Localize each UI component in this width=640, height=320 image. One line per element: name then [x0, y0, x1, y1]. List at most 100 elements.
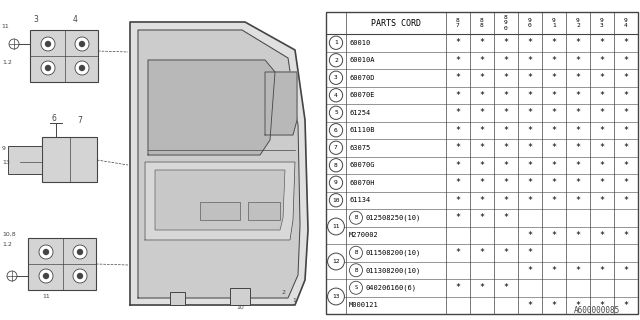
- Text: *: *: [623, 143, 628, 152]
- Text: *: *: [575, 73, 580, 82]
- Text: *: *: [552, 301, 557, 310]
- Text: 8: 8: [334, 163, 338, 168]
- Text: 9: 9: [334, 180, 338, 185]
- Text: *: *: [504, 213, 509, 222]
- Text: *: *: [600, 301, 605, 310]
- Circle shape: [41, 37, 55, 51]
- Text: 8
8: 8 8: [480, 18, 484, 28]
- Text: *: *: [504, 73, 509, 82]
- Text: *: *: [456, 108, 461, 117]
- Text: 9: 9: [2, 146, 6, 151]
- Circle shape: [349, 246, 362, 259]
- Text: *: *: [456, 213, 461, 222]
- Text: 1.2: 1.2: [2, 60, 12, 65]
- Text: 61134: 61134: [349, 197, 371, 203]
- Text: *: *: [600, 266, 605, 275]
- Circle shape: [328, 288, 344, 305]
- Text: *: *: [600, 231, 605, 240]
- Text: *: *: [456, 91, 461, 100]
- Circle shape: [330, 194, 342, 207]
- Text: 11: 11: [1, 24, 9, 29]
- Circle shape: [79, 41, 85, 47]
- Text: 3: 3: [334, 75, 338, 80]
- Text: 60070G: 60070G: [349, 162, 374, 168]
- Text: *: *: [527, 231, 532, 240]
- Text: *: *: [552, 91, 557, 100]
- Text: *: *: [504, 161, 509, 170]
- FancyBboxPatch shape: [30, 30, 98, 82]
- Text: *: *: [479, 178, 484, 187]
- Text: *: *: [600, 91, 605, 100]
- Text: 63075: 63075: [349, 145, 371, 151]
- Text: *: *: [456, 283, 461, 292]
- Text: S: S: [355, 285, 358, 290]
- Circle shape: [330, 36, 342, 49]
- Polygon shape: [248, 202, 280, 220]
- Text: 9
1: 9 1: [552, 18, 556, 28]
- FancyBboxPatch shape: [28, 238, 96, 290]
- Circle shape: [7, 271, 17, 281]
- Polygon shape: [200, 202, 240, 220]
- Text: *: *: [456, 38, 461, 47]
- Polygon shape: [170, 292, 185, 305]
- Text: *: *: [575, 178, 580, 187]
- Text: *: *: [504, 126, 509, 135]
- Text: *: *: [479, 248, 484, 257]
- Text: 60070D: 60070D: [349, 75, 374, 81]
- Text: 8
7: 8 7: [456, 18, 460, 28]
- Text: *: *: [623, 126, 628, 135]
- Text: *: *: [552, 108, 557, 117]
- Text: 12: 12: [332, 259, 340, 264]
- Text: *: *: [600, 126, 605, 135]
- Text: 2: 2: [282, 290, 286, 294]
- Text: 10,8: 10,8: [2, 232, 15, 237]
- Circle shape: [41, 61, 55, 75]
- Text: *: *: [456, 73, 461, 82]
- Text: *: *: [575, 126, 580, 135]
- Text: *: *: [623, 231, 628, 240]
- Text: 11: 11: [42, 294, 50, 299]
- Text: *: *: [456, 161, 461, 170]
- Circle shape: [328, 253, 344, 270]
- Text: *: *: [575, 38, 580, 47]
- Text: *: *: [552, 196, 557, 205]
- Text: *: *: [575, 108, 580, 117]
- Text: 040206160(6): 040206160(6): [365, 284, 416, 291]
- Text: *: *: [504, 196, 509, 205]
- Text: *: *: [575, 266, 580, 275]
- Text: *: *: [527, 196, 532, 205]
- Text: *: *: [504, 91, 509, 100]
- Text: *: *: [623, 73, 628, 82]
- Text: *: *: [552, 73, 557, 82]
- Text: *: *: [623, 266, 628, 275]
- Text: *: *: [527, 56, 532, 65]
- Text: *: *: [527, 248, 532, 257]
- Text: B: B: [355, 250, 358, 255]
- Text: 9
0: 9 0: [528, 18, 532, 28]
- Text: *: *: [504, 56, 509, 65]
- Text: *: *: [456, 126, 461, 135]
- Text: *: *: [527, 38, 532, 47]
- Text: M000121: M000121: [349, 302, 379, 308]
- Text: 4: 4: [72, 15, 77, 24]
- Text: 4: 4: [334, 93, 338, 98]
- Text: *: *: [575, 161, 580, 170]
- Text: B: B: [355, 215, 358, 220]
- Text: 6: 6: [52, 114, 56, 123]
- Text: *: *: [504, 38, 509, 47]
- Circle shape: [349, 281, 362, 294]
- Text: *: *: [479, 56, 484, 65]
- Text: *: *: [552, 143, 557, 152]
- Circle shape: [330, 141, 342, 155]
- Polygon shape: [138, 30, 300, 298]
- Text: *: *: [552, 161, 557, 170]
- Polygon shape: [155, 170, 285, 230]
- FancyBboxPatch shape: [8, 146, 42, 174]
- Text: *: *: [504, 108, 509, 117]
- Text: *: *: [504, 248, 509, 257]
- Circle shape: [75, 61, 89, 75]
- Circle shape: [43, 249, 49, 255]
- Text: *: *: [456, 178, 461, 187]
- Text: *: *: [527, 73, 532, 82]
- Text: 60070E: 60070E: [349, 92, 374, 98]
